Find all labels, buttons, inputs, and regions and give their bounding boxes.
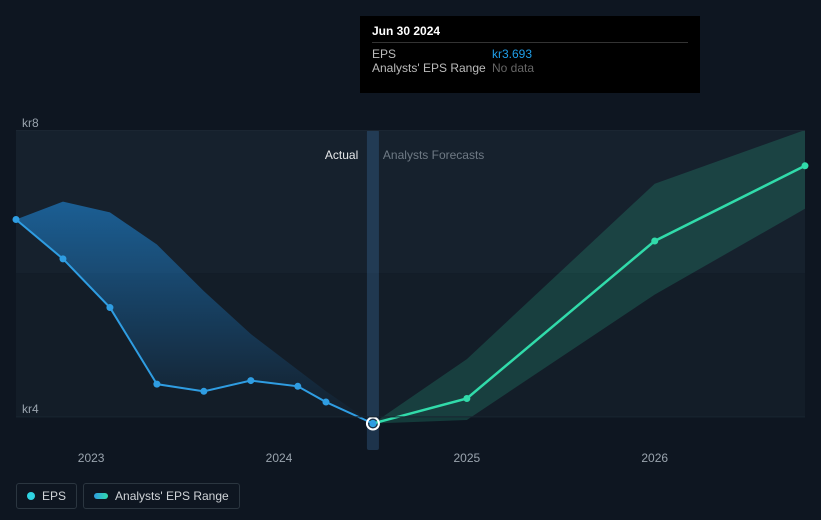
y-tick-label: kr8 bbox=[22, 116, 39, 130]
chart-container: Jun 30 2024 EPSkr3.693Analysts' EPS Rang… bbox=[0, 0, 821, 520]
tooltip-row-value: kr3.693 bbox=[492, 47, 532, 61]
tooltip-date: Jun 30 2024 bbox=[372, 24, 688, 38]
legend-marker-icon bbox=[27, 492, 35, 500]
x-tick-label: 2024 bbox=[266, 451, 293, 465]
tooltip-row-label: Analysts' EPS Range bbox=[372, 61, 492, 75]
actual-label: Actual bbox=[325, 148, 358, 162]
y-tick-label: kr4 bbox=[22, 402, 39, 416]
legend-label: Analysts' EPS Range bbox=[115, 489, 229, 503]
forecast-label: Analysts Forecasts bbox=[383, 148, 484, 162]
legend-marker-icon bbox=[94, 493, 108, 499]
x-tick-label: 2026 bbox=[641, 451, 668, 465]
legend-eps[interactable]: EPS bbox=[16, 483, 77, 509]
tooltip-divider bbox=[372, 42, 688, 43]
tooltip: Jun 30 2024 EPSkr3.693Analysts' EPS Rang… bbox=[360, 16, 700, 93]
legend-label: EPS bbox=[42, 489, 66, 503]
x-tick-label: 2025 bbox=[453, 451, 480, 465]
tooltip-row-value: No data bbox=[492, 61, 534, 75]
tooltip-row: Analysts' EPS RangeNo data bbox=[372, 61, 688, 75]
tooltip-row: EPSkr3.693 bbox=[372, 47, 688, 61]
tooltip-row-label: EPS bbox=[372, 47, 492, 61]
legend: EPS Analysts' EPS Range bbox=[16, 483, 240, 509]
legend-eps-range[interactable]: Analysts' EPS Range bbox=[83, 483, 240, 509]
x-tick-label: 2023 bbox=[78, 451, 105, 465]
